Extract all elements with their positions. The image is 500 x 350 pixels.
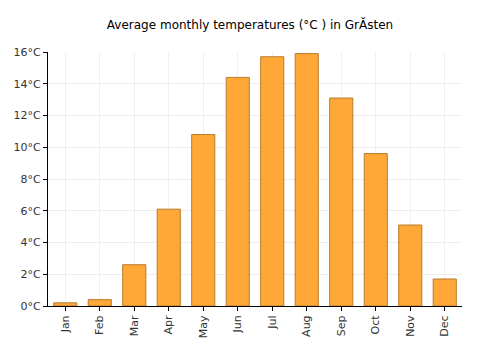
svg-text:4°C: 4°C — [21, 236, 41, 249]
svg-text:0°C: 0°C — [21, 300, 41, 313]
svg-text:Oct: Oct — [369, 315, 382, 335]
svg-text:Nov: Nov — [404, 315, 417, 337]
svg-text:12°C: 12°C — [14, 109, 41, 122]
svg-text:Average monthly temperatures (: Average monthly temperatures (°C ) in Gr… — [107, 17, 393, 32]
svg-text:Apr: Apr — [162, 315, 175, 335]
svg-text:Jul: Jul — [266, 315, 279, 329]
svg-text:6°C: 6°C — [21, 205, 41, 218]
svg-text:Aug: Aug — [300, 315, 313, 336]
svg-text:Dec: Dec — [438, 315, 451, 336]
svg-text:May: May — [197, 315, 210, 338]
svg-text:14°C: 14°C — [14, 78, 41, 91]
svg-text:Sep: Sep — [335, 315, 348, 336]
svg-text:8°C: 8°C — [21, 173, 41, 186]
svg-text:Feb: Feb — [93, 315, 106, 334]
svg-text:16°C: 16°C — [14, 46, 41, 59]
svg-text:Mar: Mar — [128, 315, 141, 336]
svg-text:2°C: 2°C — [21, 268, 41, 281]
svg-text:Jan: Jan — [59, 315, 72, 333]
svg-text:Jun: Jun — [231, 315, 244, 333]
svg-text:10°C: 10°C — [14, 141, 41, 154]
